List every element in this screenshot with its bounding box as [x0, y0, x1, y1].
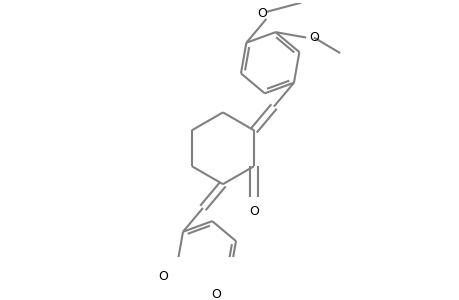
Text: O: O: [158, 271, 168, 284]
Text: O: O: [257, 7, 266, 20]
Text: O: O: [308, 31, 318, 44]
Text: O: O: [248, 205, 258, 218]
Text: O: O: [211, 288, 221, 300]
